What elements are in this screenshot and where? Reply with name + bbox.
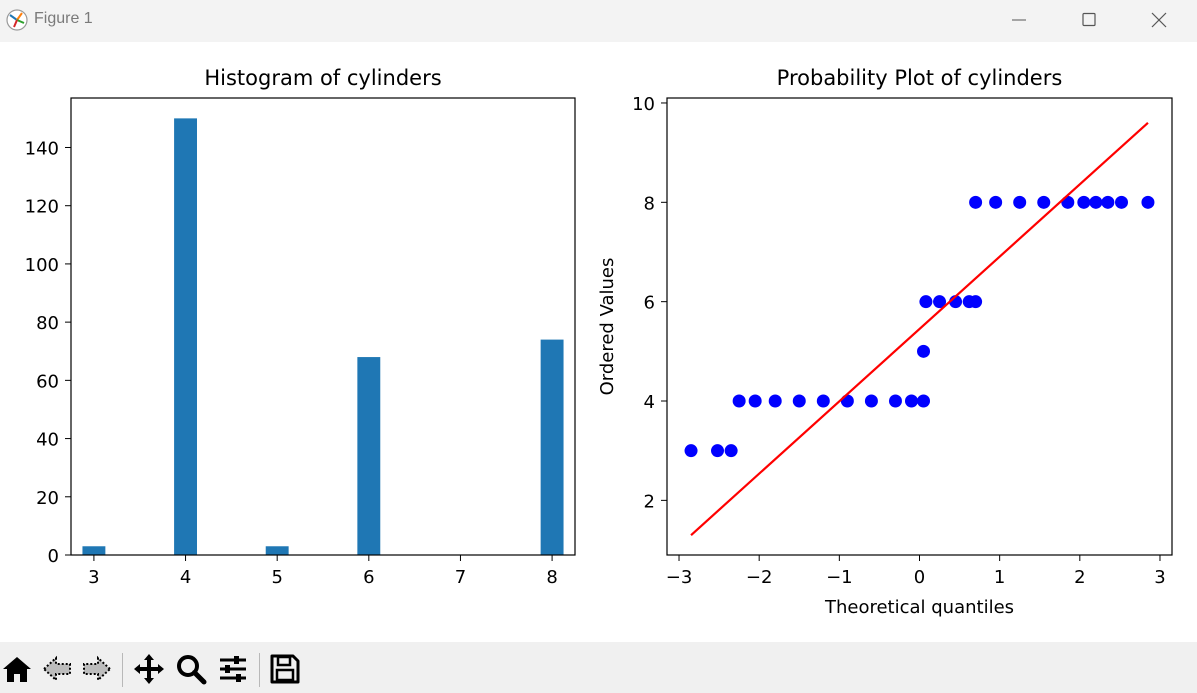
data-point	[816, 394, 830, 408]
home-button[interactable]	[0, 652, 34, 686]
data-point	[1089, 195, 1103, 209]
y-tick-label: 0	[48, 546, 59, 567]
data-point	[732, 394, 746, 408]
chart-title: Probability Plot of cylinders	[777, 66, 1063, 90]
forward-button[interactable]	[80, 652, 114, 686]
figure-canvas[interactable]: 3 4 5 6 7 8 0 20 40 60 80 100 120 140 Histogram of cyl…	[0, 42, 1197, 642]
toolbar-separator	[259, 653, 260, 687]
data-point	[1141, 195, 1155, 209]
pan-icon	[134, 654, 164, 684]
x-axis-label: Theoretical quantiles	[824, 597, 1014, 618]
histogram-bar	[265, 546, 289, 555]
data-point	[1037, 195, 1051, 209]
histogram-bar	[174, 118, 197, 555]
home-icon	[3, 657, 31, 682]
y-tick-label: 8	[644, 193, 655, 214]
x-tick-label: 5	[271, 567, 282, 588]
x-tick-label: 7	[455, 567, 466, 588]
data-point	[792, 394, 806, 408]
save-button[interactable]	[268, 652, 302, 686]
data-point	[917, 344, 931, 358]
y-tick-label: 10	[632, 94, 655, 115]
data-point	[1101, 195, 1115, 209]
window-title: Figure 1	[34, 10, 93, 27]
navigation-toolbar	[0, 642, 1197, 693]
data-point	[768, 394, 782, 408]
maximize-button[interactable]	[1066, 6, 1112, 34]
x-tick-label: 4	[180, 567, 191, 588]
x-tick-label: −3	[666, 567, 693, 588]
toolbar-separator	[122, 653, 123, 687]
x-tick-label: 0	[914, 567, 925, 588]
y-tick-label: 20	[36, 488, 59, 509]
back-button[interactable]	[40, 652, 74, 686]
y-tick-label: 120	[25, 197, 59, 218]
close-icon	[1151, 12, 1167, 28]
data-point	[864, 394, 878, 408]
x-tick-label: 3	[1154, 567, 1165, 588]
x-tick-label: 3	[88, 567, 99, 588]
data-point	[1013, 195, 1027, 209]
y-tick-label: 80	[36, 313, 59, 334]
probplot-axes-frame	[666, 97, 1173, 556]
data-point	[684, 444, 698, 458]
data-point	[969, 195, 983, 209]
data-point	[1061, 195, 1075, 209]
data-point	[989, 195, 1003, 209]
minimize-button[interactable]	[996, 6, 1042, 34]
y-tick-label: 100	[25, 255, 59, 276]
x-tick-label: −1	[826, 567, 853, 588]
histogram-axes-frame	[70, 97, 576, 556]
save-icon	[270, 654, 300, 684]
configure-subplots-button[interactable]	[216, 652, 250, 686]
title-bar: Figure 1	[0, 0, 1197, 42]
data-point	[917, 394, 931, 408]
data-point	[919, 295, 933, 309]
data-point	[933, 295, 947, 309]
fit-line	[690, 122, 1149, 536]
y-tick-label: 6	[644, 293, 655, 314]
histogram-bar	[540, 339, 564, 555]
y-tick-label: 60	[36, 371, 59, 392]
data-point	[1077, 195, 1091, 209]
zoom-icon	[177, 655, 207, 685]
back-arrow-icon	[42, 655, 71, 683]
matplotlib-logo-icon	[6, 9, 28, 31]
x-tick-label: 2	[1074, 567, 1085, 588]
data-point	[711, 444, 724, 458]
data-point	[969, 295, 983, 309]
y-tick-label: 4	[644, 392, 655, 413]
minimize-icon	[1012, 19, 1026, 21]
data-point	[840, 394, 854, 408]
y-tick-label: 2	[644, 491, 655, 512]
x-tick-label: 6	[363, 567, 374, 588]
zoom-button[interactable]	[174, 652, 208, 686]
y-axis-label: Ordered Values	[597, 258, 618, 396]
data-point	[1115, 195, 1128, 209]
y-tick-label: 40	[36, 430, 59, 451]
histogram-bar	[82, 546, 106, 555]
configure-subplots-icon	[220, 656, 246, 682]
x-tick-label: −2	[746, 567, 773, 588]
data-point	[748, 394, 762, 408]
data-point	[724, 444, 738, 458]
histogram-bar	[357, 357, 381, 555]
x-tick-label: 8	[546, 567, 557, 588]
x-tick-label: 1	[994, 567, 1005, 588]
chart-title: Histogram of cylinders	[204, 66, 441, 90]
data-point	[904, 394, 918, 408]
close-button[interactable]	[1136, 6, 1182, 34]
forward-arrow-icon	[83, 655, 112, 683]
maximize-icon	[1082, 12, 1096, 27]
data-point	[888, 394, 902, 408]
pan-button[interactable]	[132, 652, 166, 686]
y-tick-label: 140	[25, 138, 59, 159]
